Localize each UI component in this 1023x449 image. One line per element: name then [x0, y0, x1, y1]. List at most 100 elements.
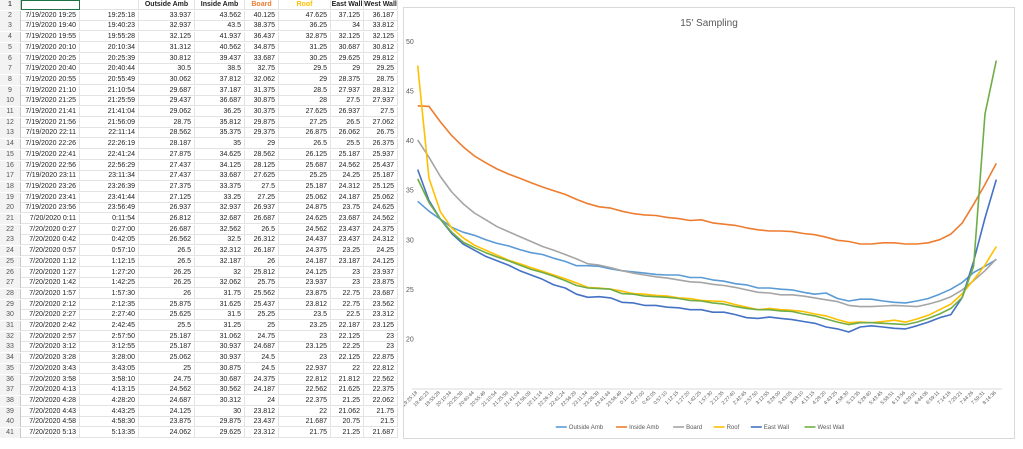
- table-cell[interactable]: 22.375: [279, 395, 331, 406]
- table-cell[interactable]: 30.812: [139, 53, 195, 64]
- table-cell[interactable]: 43.562: [195, 10, 245, 21]
- table-cell[interactable]: 25.062: [279, 192, 331, 203]
- table-cell[interactable]: 1:57:30: [80, 288, 139, 299]
- table-cell[interactable]: 35.375: [195, 128, 245, 139]
- column-header[interactable]: East Wall: [331, 0, 364, 10]
- table-cell[interactable]: 30.875: [245, 96, 279, 107]
- table-cell[interactable]: 22:56:29: [80, 160, 139, 171]
- table-cell[interactable]: 2:57:50: [80, 331, 139, 342]
- table-cell[interactable]: 24.187: [245, 385, 279, 396]
- table-cell[interactable]: 7/19/2020 21:56: [21, 117, 80, 128]
- table-cell[interactable]: 32.125: [364, 32, 398, 43]
- row-number[interactable]: 14: [0, 139, 21, 150]
- table-cell[interactable]: 32.937: [195, 203, 245, 214]
- table-cell[interactable]: 24.375: [245, 374, 279, 385]
- table-cell[interactable]: 29.062: [139, 107, 195, 117]
- table-cell[interactable]: 23.875: [279, 288, 331, 299]
- table-cell[interactable]: 3:28:00: [80, 353, 139, 364]
- row-number[interactable]: 24: [0, 246, 21, 257]
- table-cell[interactable]: 26.5: [245, 224, 279, 235]
- table-cell[interactable]: 22: [331, 363, 364, 374]
- column-header[interactable]: Roof: [279, 0, 331, 10]
- column-header[interactable]: Inside Amb: [195, 0, 245, 10]
- table-cell[interactable]: 22: [279, 406, 331, 417]
- table-cell[interactable]: 25.187: [139, 331, 195, 342]
- row-number[interactable]: 37: [0, 385, 21, 396]
- table-cell[interactable]: 36.25: [279, 21, 331, 32]
- table-cell[interactable]: 29.25: [364, 64, 398, 75]
- table-cell[interactable]: 38.375: [245, 21, 279, 32]
- table-cell[interactable]: 23.562: [364, 299, 398, 310]
- table-cell[interactable]: 24.187: [279, 256, 331, 267]
- row-number[interactable]: 11: [0, 107, 21, 117]
- table-cell[interactable]: 3:43:05: [80, 363, 139, 374]
- table-cell[interactable]: 26.875: [279, 128, 331, 139]
- row-number[interactable]: 39: [0, 406, 21, 417]
- table-cell[interactable]: 7/19/2020 23:11: [21, 171, 80, 182]
- table-cell[interactable]: 36.437: [245, 32, 279, 43]
- table-cell[interactable]: 21.25: [331, 428, 364, 438]
- table-cell[interactable]: 4:43:25: [80, 406, 139, 417]
- table-cell[interactable]: 33.812: [364, 21, 398, 32]
- table-cell[interactable]: 29.625: [331, 53, 364, 64]
- table-cell[interactable]: 24.625: [279, 214, 331, 224]
- table-cell[interactable]: 27.25: [279, 117, 331, 128]
- table-cell[interactable]: 7/19/2020 19:55: [21, 32, 80, 43]
- table-cell[interactable]: 7/20/2020 2:42: [21, 321, 80, 331]
- table-cell[interactable]: 23: [331, 267, 364, 278]
- table-cell[interactable]: 7/19/2020 22:56: [21, 160, 80, 171]
- table-cell[interactable]: 41.937: [195, 32, 245, 43]
- row-number[interactable]: 9: [0, 85, 21, 96]
- table-cell[interactable]: 28.5: [279, 85, 331, 96]
- series-line-outside-amb[interactable]: [417, 200, 997, 304]
- table-cell[interactable]: 40.562: [195, 42, 245, 53]
- table-cell[interactable]: 26: [245, 256, 279, 267]
- table-cell[interactable]: 21.75: [279, 428, 331, 438]
- table-cell[interactable]: 24.125: [139, 406, 195, 417]
- table-cell[interactable]: 25.937: [364, 149, 398, 160]
- row-number[interactable]: 36: [0, 374, 21, 385]
- table-cell[interactable]: 21:10:54: [80, 85, 139, 96]
- table-cell[interactable]: 7/19/2020 23:26: [21, 181, 80, 192]
- table-cell[interactable]: 31.25: [195, 321, 245, 331]
- row-number[interactable]: 40: [0, 417, 21, 428]
- table-cell[interactable]: 24.562: [139, 385, 195, 396]
- table-cell[interactable]: 24.75: [245, 331, 279, 342]
- table-cell[interactable]: 29: [245, 139, 279, 150]
- table-cell[interactable]: 32.062: [245, 74, 279, 85]
- table-cell[interactable]: 7/20/2020 3:43: [21, 363, 80, 374]
- table-cell[interactable]: 19:25:18: [80, 10, 139, 21]
- table-cell[interactable]: 43.5: [195, 21, 245, 32]
- table-cell[interactable]: 31.625: [195, 299, 245, 310]
- table-cell[interactable]: 23.75: [331, 203, 364, 214]
- table-cell[interactable]: 30.937: [195, 342, 245, 353]
- table-cell[interactable]: 26.5: [139, 256, 195, 267]
- table-cell[interactable]: 22:41:24: [80, 149, 139, 160]
- legend-entry[interactable]: East Wall: [764, 425, 789, 431]
- table-cell[interactable]: 25: [245, 321, 279, 331]
- table-cell[interactable]: 23.5: [279, 310, 331, 321]
- table-cell[interactable]: 27.125: [139, 192, 195, 203]
- table-cell[interactable]: 22:26:19: [80, 139, 139, 150]
- table-cell[interactable]: 27.437: [139, 171, 195, 182]
- table-cell[interactable]: 30.812: [364, 42, 398, 53]
- table-cell[interactable]: 23.937: [279, 278, 331, 289]
- table-cell[interactable]: 2:12:35: [80, 299, 139, 310]
- table-cell[interactable]: 7/20/2020 5:13: [21, 428, 80, 438]
- table-cell[interactable]: 7/20/2020 3:12: [21, 342, 80, 353]
- table-cell[interactable]: 26.125: [279, 149, 331, 160]
- table-cell[interactable]: 23.25: [331, 246, 364, 257]
- table-cell[interactable]: 22.25: [331, 342, 364, 353]
- row-number[interactable]: 5: [0, 42, 21, 53]
- table-cell[interactable]: 7/20/2020 3:28: [21, 353, 80, 364]
- table-cell[interactable]: 32.312: [195, 246, 245, 257]
- table-cell[interactable]: 0:57:10: [80, 246, 139, 257]
- table-cell[interactable]: 27.875: [139, 149, 195, 160]
- table-cell[interactable]: 22.5: [331, 310, 364, 321]
- table-cell[interactable]: 30.562: [195, 385, 245, 396]
- table-cell[interactable]: 28.312: [364, 85, 398, 96]
- table-cell[interactable]: 22.375: [364, 385, 398, 396]
- table-cell[interactable]: 23.687: [331, 214, 364, 224]
- table-cell[interactable]: 22.062: [364, 395, 398, 406]
- table-cell[interactable]: 22.562: [279, 385, 331, 396]
